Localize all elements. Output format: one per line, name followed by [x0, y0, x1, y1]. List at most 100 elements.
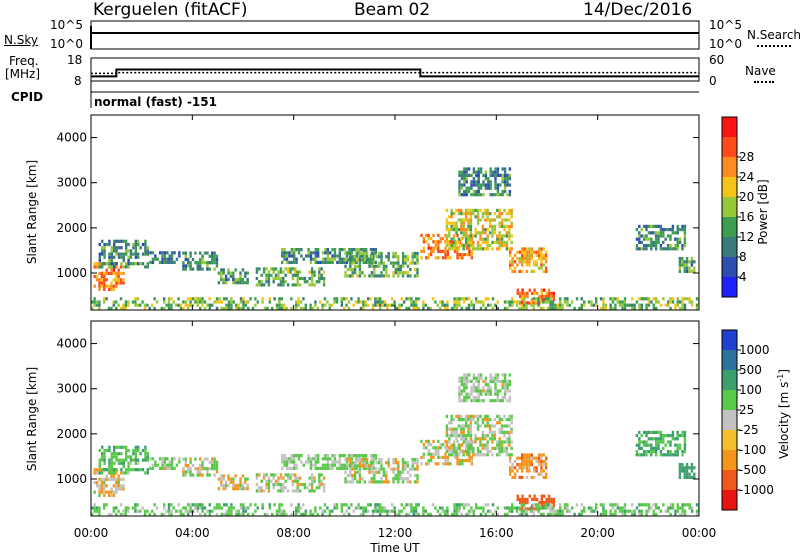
velocity-cell-4 — [239, 483, 242, 488]
power-cell-1 — [108, 242, 111, 247]
velocity-cell-15 — [633, 512, 636, 516]
velocity-cell-9 — [450, 453, 453, 457]
power-cell-9 — [498, 212, 501, 216]
velocity-cell-15 — [554, 509, 557, 513]
power-cell-13 — [681, 224, 684, 228]
power-cell-7 — [411, 258, 414, 262]
power-cell-15 — [458, 297, 461, 301]
velocity-cell-9 — [486, 424, 489, 428]
velocity-cell-11 — [509, 466, 512, 470]
velocity-cell-15 — [645, 512, 648, 516]
power-cell-5 — [255, 283, 259, 287]
power-cell-3 — [189, 261, 192, 265]
velocity-cell-6 — [285, 460, 289, 464]
velocity-cell-15 — [196, 506, 199, 510]
power-cell-15 — [271, 306, 274, 310]
velocity-cbar-tick-label-5: -100 — [739, 443, 766, 457]
velocity-cell-13 — [662, 437, 665, 441]
velocity-cell-8 — [465, 452, 469, 456]
power-cell-15 — [235, 306, 238, 310]
velocity-cell-15 — [681, 503, 684, 507]
velocity-cell-15 — [95, 509, 99, 513]
velocity-cell-10 — [472, 386, 476, 390]
power-cell-15 — [345, 297, 348, 301]
power-cell-6 — [283, 257, 286, 261]
velocity-cell-0 — [115, 471, 118, 475]
power-cell-11 — [521, 263, 524, 267]
velocity-cell-9 — [464, 424, 468, 428]
velocity-cell-15 — [530, 506, 533, 510]
power-cell-10 — [496, 189, 500, 194]
power-cell-4 — [227, 277, 230, 282]
power-cell-10 — [463, 180, 466, 184]
velocity-cell-9 — [493, 437, 497, 441]
power-cell-15 — [616, 300, 619, 304]
power-cell-0 — [117, 271, 120, 275]
velocity-cell-1 — [113, 455, 116, 459]
velocity-cell-7 — [416, 461, 419, 465]
velocity-cell-13 — [659, 434, 663, 438]
velocity-cell-7 — [353, 473, 357, 478]
velocity-cell-0 — [103, 484, 106, 488]
velocity-cell-10 — [484, 383, 488, 387]
power-cell-9 — [474, 234, 477, 238]
velocity-cell-9 — [496, 440, 499, 444]
power-cell-9 — [500, 237, 504, 241]
power-cell-7 — [373, 251, 376, 256]
velocity-cell-10 — [489, 379, 492, 383]
velocity-cell-6 — [295, 463, 298, 467]
velocity-cell-0 — [105, 474, 108, 478]
velocity-cell-9 — [448, 434, 451, 438]
velocity-cell-10 — [458, 399, 461, 403]
velocity-cell-11 — [535, 469, 538, 473]
velocity-cell-3 — [213, 467, 216, 471]
velocity-cell-15 — [194, 506, 197, 510]
velocity-cell-13 — [681, 430, 684, 434]
power-cell-6 — [300, 248, 303, 252]
power-cell-5 — [310, 283, 314, 287]
power-cell-9 — [469, 224, 473, 228]
power-cell-1 — [137, 255, 140, 259]
power-cell-15 — [427, 306, 430, 310]
power-cell-9 — [448, 231, 451, 235]
power-cell-15 — [458, 300, 461, 304]
velocity-cell-13 — [664, 434, 667, 438]
velocity-cell-15 — [566, 503, 569, 507]
power-cell-5 — [310, 270, 314, 274]
velocity-cell-15 — [247, 512, 250, 516]
velocity-cell-9 — [491, 446, 494, 450]
power-cell-15 — [537, 303, 540, 307]
velocity-cell-15 — [220, 506, 223, 510]
velocity-cell-1 — [120, 468, 123, 472]
power-cell-10 — [489, 180, 492, 184]
velocity-cell-4 — [224, 487, 228, 491]
velocity-cell-9 — [476, 453, 480, 457]
power-cell-7 — [382, 267, 386, 272]
power-cell-1 — [122, 252, 125, 256]
power-cell-10 — [484, 173, 488, 177]
power-cell-15 — [379, 300, 382, 304]
power-cell-15 — [239, 300, 243, 304]
power-cell-7 — [406, 274, 410, 278]
power-cell-11 — [523, 250, 526, 254]
power-cell-8 — [444, 256, 447, 260]
velocity-cell-9 — [450, 443, 453, 447]
power-cell-8 — [465, 253, 469, 257]
power-cell-15 — [134, 300, 137, 304]
velocity-cell-0 — [115, 490, 118, 494]
velocity-cell-5 — [313, 476, 316, 480]
power-cell-8 — [429, 249, 433, 253]
velocity-cell-9 — [486, 421, 489, 425]
power-cell-9 — [500, 240, 504, 244]
velocity-cell-15 — [683, 512, 687, 516]
power-cell-1 — [98, 265, 101, 269]
velocity-cell-9 — [460, 430, 463, 434]
velocity-cell-9 — [476, 421, 480, 425]
velocity-cell-7 — [394, 467, 398, 471]
velocity-cell-15 — [119, 503, 123, 507]
power-cell-9 — [508, 224, 511, 228]
power-cell-9 — [510, 212, 513, 216]
power-cell-5 — [262, 270, 266, 274]
power-cell-15 — [619, 303, 622, 307]
power-cell-6 — [281, 248, 284, 252]
